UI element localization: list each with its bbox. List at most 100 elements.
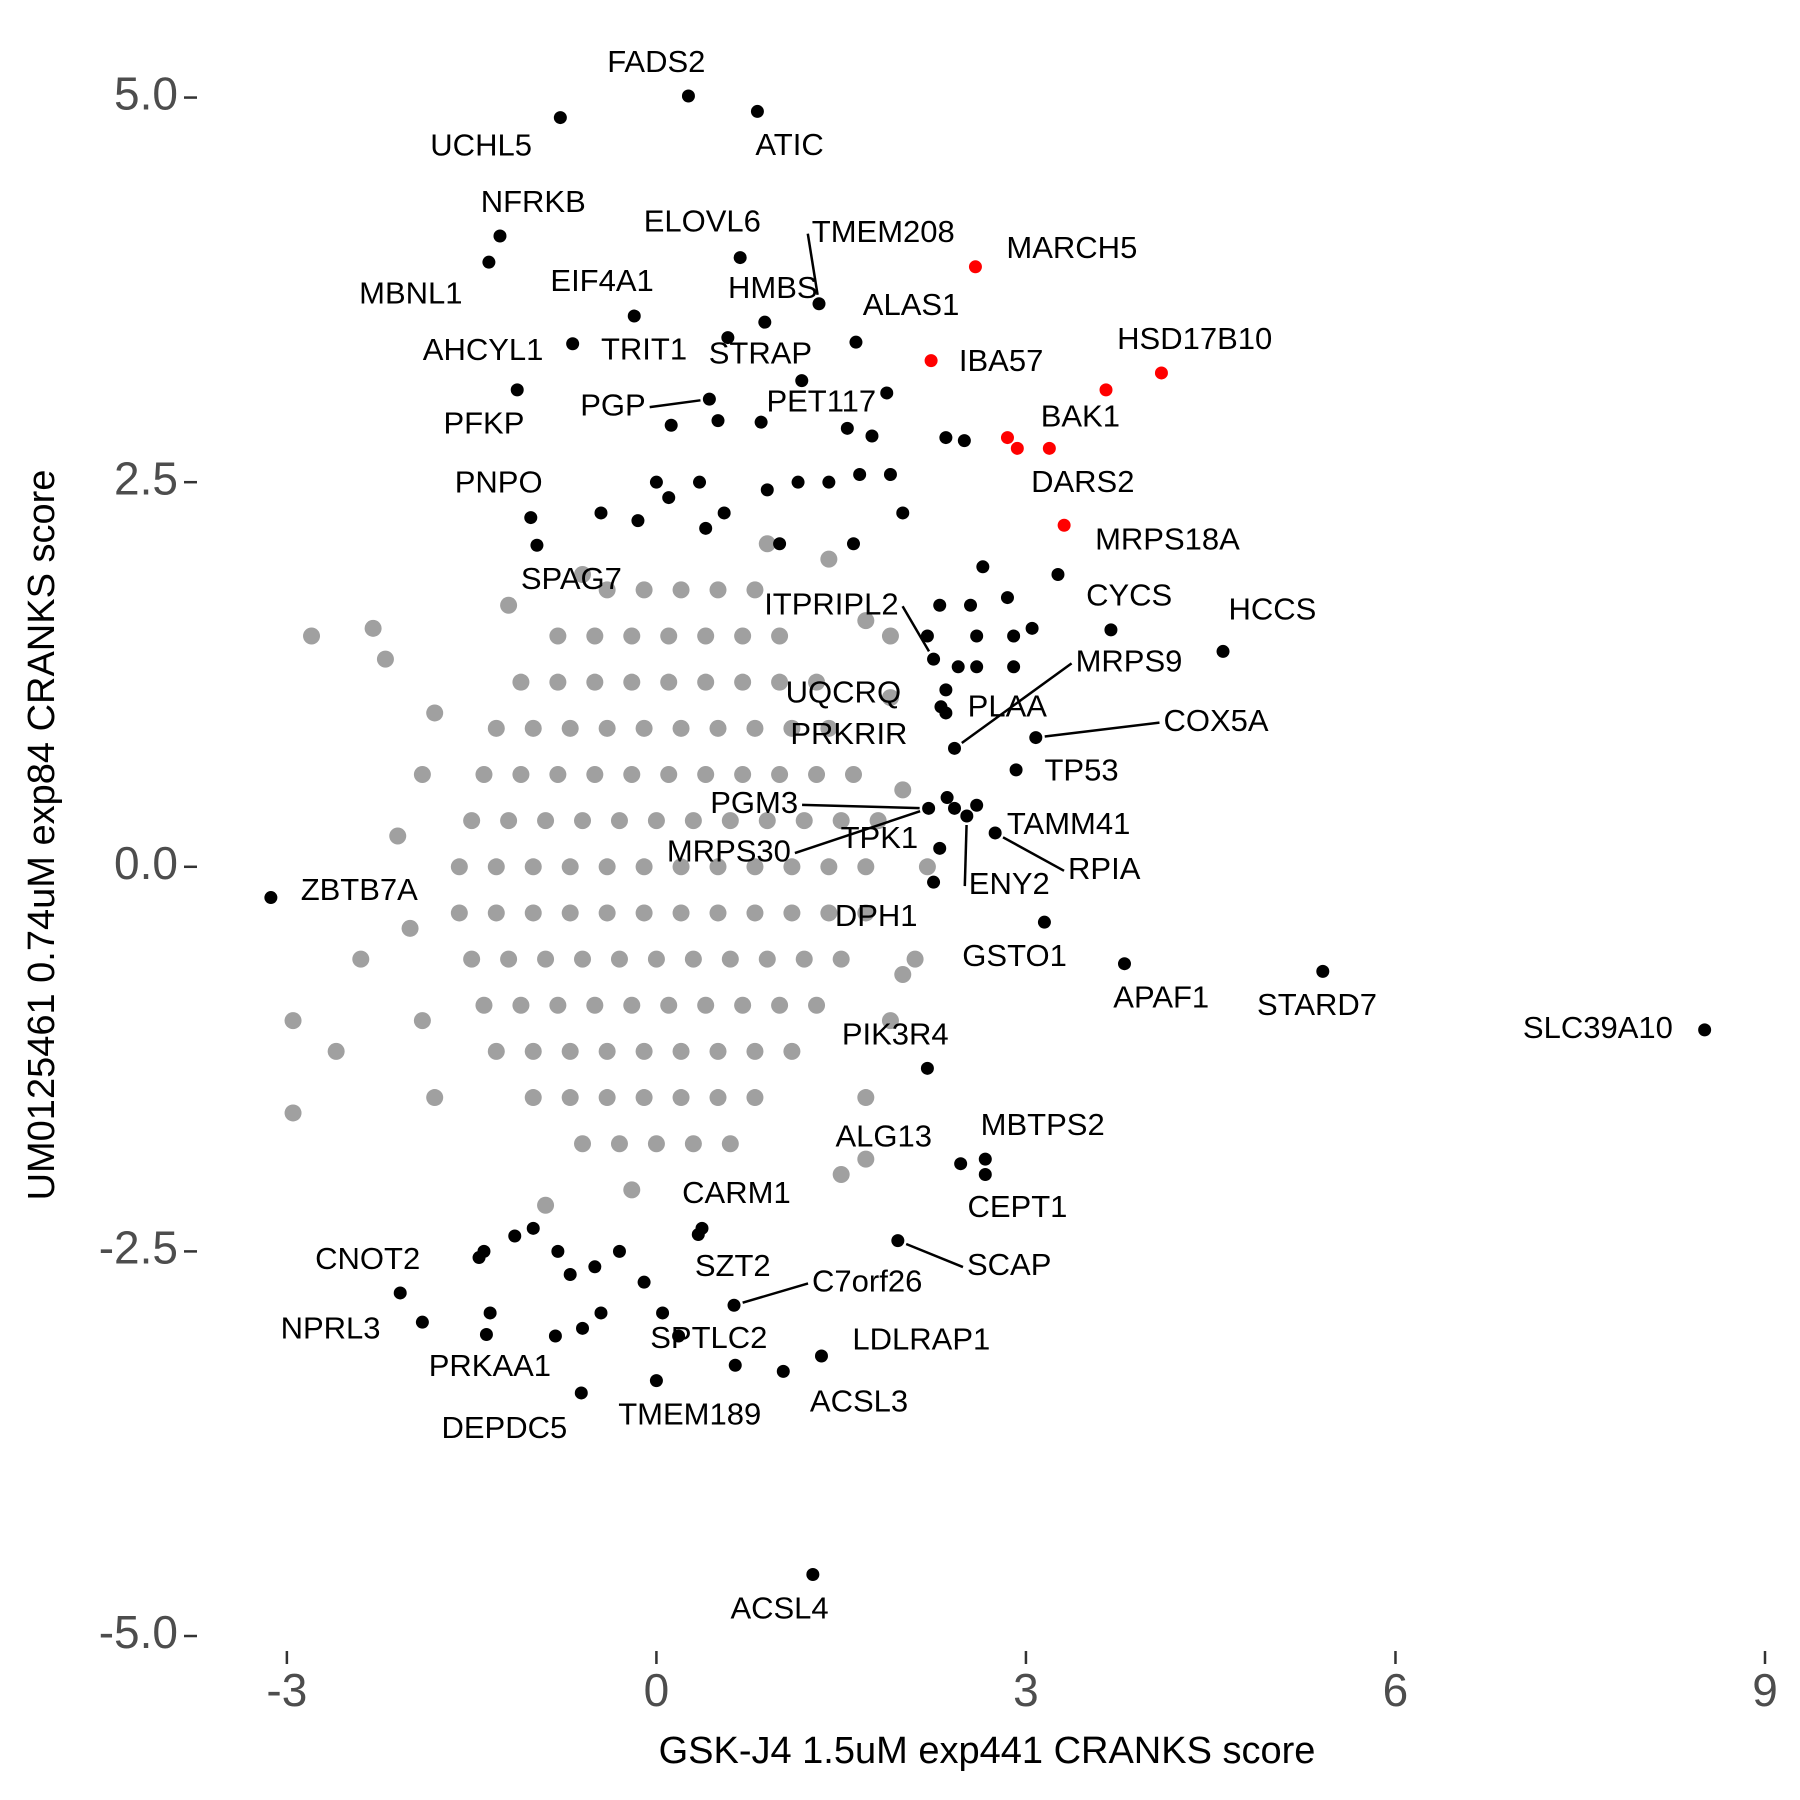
y-axis-title: UM0125461 0.74uM exp84 CRANKS score [21, 470, 63, 1201]
point [512, 996, 530, 1014]
point [988, 826, 1002, 840]
point [487, 719, 505, 737]
point [477, 1244, 491, 1258]
point [1117, 957, 1131, 971]
point [510, 383, 524, 397]
point [526, 1221, 540, 1235]
point [1007, 629, 1021, 643]
point-label: PFKP [443, 406, 524, 441]
point-label: RPIA [1068, 851, 1141, 886]
point-label: TRIT1 [601, 332, 687, 367]
point [771, 673, 789, 691]
point [684, 812, 702, 830]
point-label: STRAP [709, 336, 812, 371]
point-label: PET117 [766, 383, 876, 418]
point [647, 950, 665, 968]
point [684, 950, 702, 968]
point [413, 765, 431, 783]
point-label: COX5A [1163, 703, 1268, 738]
point-label: TMEM189 [618, 1396, 761, 1431]
point [672, 858, 690, 876]
point [598, 1042, 616, 1060]
point-label: TP53 [1044, 752, 1118, 787]
point-label: CYCS [1086, 578, 1172, 613]
point-label: SZT2 [695, 1248, 771, 1283]
point-label: ENY2 [969, 866, 1050, 901]
point [450, 904, 468, 922]
point [635, 904, 653, 922]
point-label: CARM1 [682, 1175, 791, 1210]
point [760, 483, 774, 497]
point [524, 858, 542, 876]
point [857, 904, 875, 922]
point [717, 506, 731, 520]
point [922, 801, 936, 815]
point-label: PRKRIR [790, 716, 907, 751]
point [1154, 366, 1168, 380]
point [635, 858, 653, 876]
point [1104, 623, 1118, 637]
point [284, 1104, 302, 1122]
point [857, 612, 875, 630]
y-tick-label: 5.0 [114, 68, 178, 120]
point-label: DARS2 [1031, 464, 1134, 499]
point [758, 812, 776, 830]
point [691, 1227, 705, 1241]
point [635, 581, 653, 599]
y-tick-label: -2.5 [99, 1222, 178, 1274]
point [623, 765, 641, 783]
point [697, 627, 715, 645]
point [649, 1374, 663, 1388]
y-tick-label: 0.0 [114, 837, 178, 889]
point [637, 1275, 651, 1289]
point [1000, 431, 1014, 445]
point [672, 1329, 686, 1343]
point [1099, 383, 1113, 397]
point [697, 996, 715, 1014]
point [734, 627, 752, 645]
point-label: AHCYL1 [423, 332, 544, 367]
point [709, 904, 727, 922]
point [924, 354, 938, 368]
point-label: MBNL1 [359, 276, 462, 311]
point [524, 1089, 542, 1107]
point [970, 629, 984, 643]
point [551, 1244, 565, 1258]
y-tick-label: -5.0 [99, 1606, 178, 1658]
point [649, 475, 663, 489]
point-label: HCCS [1228, 591, 1316, 626]
point [563, 1267, 577, 1281]
point-label: SPAG7 [521, 561, 622, 596]
point [750, 104, 764, 118]
point [500, 812, 518, 830]
point [660, 627, 678, 645]
point [574, 812, 592, 830]
point-label: ZBTB7A [301, 872, 418, 907]
point [758, 315, 772, 329]
point [791, 475, 805, 489]
point-label: SPTLC2 [650, 1320, 767, 1355]
point [662, 491, 676, 505]
point [721, 950, 739, 968]
point [1009, 763, 1023, 777]
point [970, 798, 984, 812]
point [623, 627, 641, 645]
point [951, 660, 965, 674]
point-label: LDLRAP1 [852, 1321, 990, 1356]
point [327, 1042, 345, 1060]
point [846, 537, 860, 551]
point-label: ACSL4 [730, 1590, 828, 1625]
point [576, 1321, 590, 1335]
point [918, 858, 936, 876]
point [566, 337, 580, 351]
point [610, 1135, 628, 1153]
point [820, 719, 838, 737]
point [483, 1306, 497, 1320]
point [610, 812, 628, 830]
point [426, 704, 444, 722]
point [598, 858, 616, 876]
point-label: CNOT2 [315, 1241, 420, 1276]
point [635, 719, 653, 737]
point [927, 652, 941, 666]
